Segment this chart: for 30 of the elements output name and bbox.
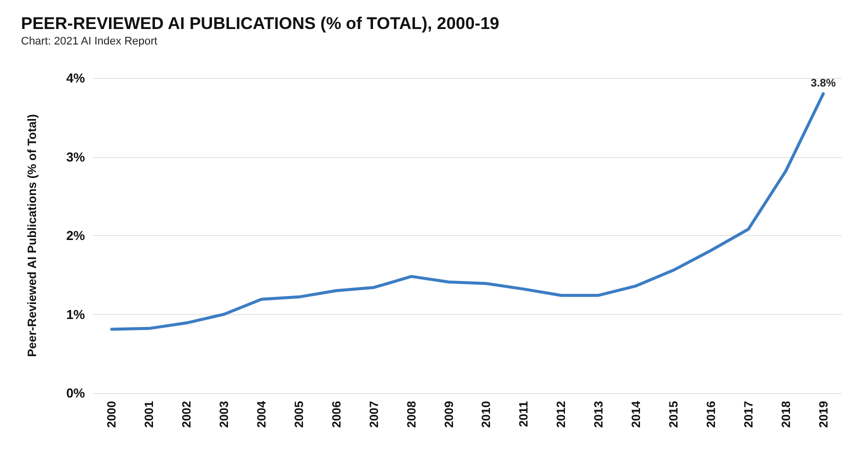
x-tick-label: 2018 (778, 400, 793, 428)
y-tick-label: 3% (66, 149, 86, 164)
y-tick-label: 1% (66, 306, 86, 322)
x-tick-label: 2003 (217, 400, 232, 428)
x-tick-label: 2005 (292, 400, 306, 428)
x-tick-label: 2015 (666, 400, 680, 428)
x-tick-label: 2001 (142, 400, 156, 428)
x-tick-label: 2013 (592, 400, 606, 428)
x-tick-label: 2007 (366, 400, 381, 428)
y-tick-label: 2% (66, 228, 86, 243)
y-axis-title: Peer-Reviewed AI Publications (% of Total) (25, 114, 39, 357)
x-tick-label: 2004 (254, 400, 269, 428)
x-tick-label: 2016 (704, 400, 718, 428)
chart-subtitle: Chart: 2021 AI Index Report (21, 36, 158, 48)
x-tick-label: 2011 (516, 400, 531, 428)
y-tick-label: 0% (66, 386, 86, 400)
x-tick-label: 2002 (180, 400, 194, 428)
x-tick-label: 2008 (404, 400, 418, 428)
x-tick-label: 2012 (554, 400, 568, 428)
line-series (110, 92, 825, 331)
y-tick-label: 4% (66, 70, 86, 86)
x-tick-label: 2019 (816, 400, 830, 428)
x-tick-label: 2014 (629, 400, 644, 428)
chart-title: PEER-REVIEWED AI PUBLICATIONS (% of TOTAL), 2000-19 (21, 14, 500, 33)
x-tick-label: 2010 (479, 400, 494, 428)
x-tick-label: 2009 (442, 400, 456, 428)
x-tick-label: 2006 (329, 400, 344, 428)
x-tick-label: 2017 (741, 400, 756, 428)
data-label: 3.8% (810, 77, 836, 90)
x-tick-label: 2000 (104, 400, 119, 428)
